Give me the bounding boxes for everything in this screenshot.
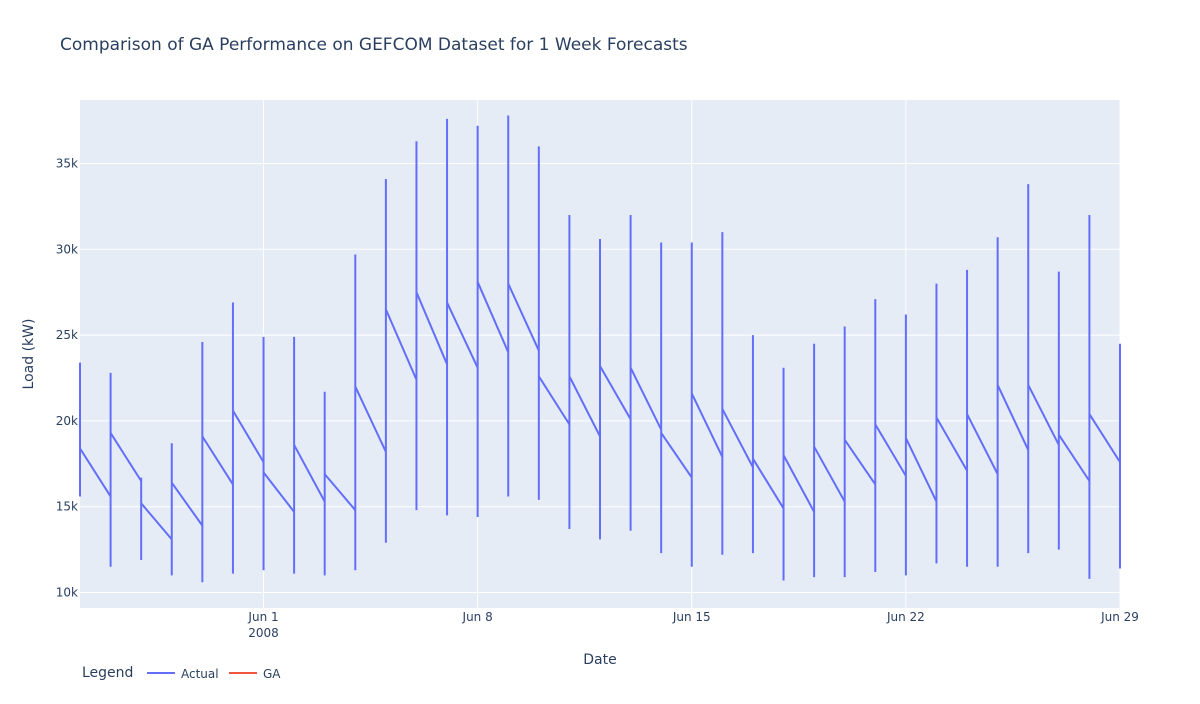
actual-day-trend	[140, 502, 173, 540]
y-tick-label: 20k	[56, 414, 78, 428]
actual-day-trend	[109, 432, 143, 482]
y-tick-label: 25k	[56, 328, 78, 342]
actual-day-trend	[384, 308, 418, 381]
actual-day-trend	[1057, 434, 1091, 482]
x-tick-label: Jun 15	[672, 610, 711, 624]
actual-day-trend	[323, 473, 357, 511]
actual-day-trend	[79, 447, 112, 497]
x-axis-label: Date	[583, 652, 616, 668]
actual-day-trend	[293, 444, 326, 503]
actual-day-trend	[690, 393, 724, 458]
actual-day-trend	[843, 439, 877, 485]
legend[interactable]: Legend Actual GA	[82, 665, 281, 681]
x-tick-label: Jun 1	[247, 610, 278, 624]
actual-day-trend	[874, 423, 907, 477]
y-axis-label: Load (kW)	[21, 319, 37, 390]
actual-day-trend	[354, 386, 387, 453]
legend-item-ga[interactable]: GA	[229, 667, 281, 681]
x-axis-ticks: Jun 1 2008 Jun 8 Jun 15 Jun 22 Jun 29	[247, 610, 1138, 640]
actual-day-trend	[904, 437, 938, 503]
actual-day-trend	[537, 375, 571, 425]
series-layer	[79, 115, 1121, 583]
legend-item-actual[interactable]: Actual	[147, 667, 219, 681]
x-tick-label: Jun 29	[1100, 610, 1139, 624]
x-tick-label: Jun 8	[462, 610, 493, 624]
actual-day-trend	[507, 283, 540, 351]
actual-day-trend	[935, 417, 968, 472]
x-tick-sublabel: 2008	[248, 626, 279, 640]
actual-day-trend	[170, 482, 204, 527]
actual-day-trend	[996, 384, 1030, 451]
actual-day-trend	[966, 413, 999, 475]
series-actual	[79, 115, 1121, 583]
y-tick-label: 15k	[56, 500, 78, 514]
chart-title: Comparison of GA Performance on GEFCOM D…	[60, 35, 688, 55]
actual-day-trend	[782, 454, 815, 513]
actual-day-trend	[415, 291, 448, 365]
y-tick-label: 30k	[56, 242, 78, 256]
actual-day-trend	[568, 375, 601, 437]
y-tick-label: 10k	[56, 586, 78, 600]
actual-day-trend	[476, 281, 510, 353]
actual-day-trend	[1088, 413, 1121, 463]
actual-day-trend	[262, 471, 295, 513]
actual-day-trend	[660, 432, 693, 479]
actual-day-trend	[813, 446, 846, 503]
legend-title: Legend	[82, 665, 133, 681]
actual-day-trend	[201, 435, 234, 485]
actual-day-trend	[446, 302, 479, 369]
actual-day-trend	[629, 367, 663, 430]
y-axis-ticks: 10k 15k 20k 25k 30k 35k	[56, 157, 78, 600]
legend-label: GA	[263, 667, 281, 681]
x-tick-label: Jun 22	[886, 610, 925, 624]
y-tick-label: 35k	[56, 157, 78, 171]
actual-day-trend	[721, 408, 754, 468]
actual-day-trend	[232, 410, 265, 463]
actual-day-trend	[599, 365, 632, 420]
legend-label: Actual	[181, 667, 219, 681]
actual-day-trend	[1027, 384, 1060, 446]
actual-day-trend	[752, 458, 785, 509]
